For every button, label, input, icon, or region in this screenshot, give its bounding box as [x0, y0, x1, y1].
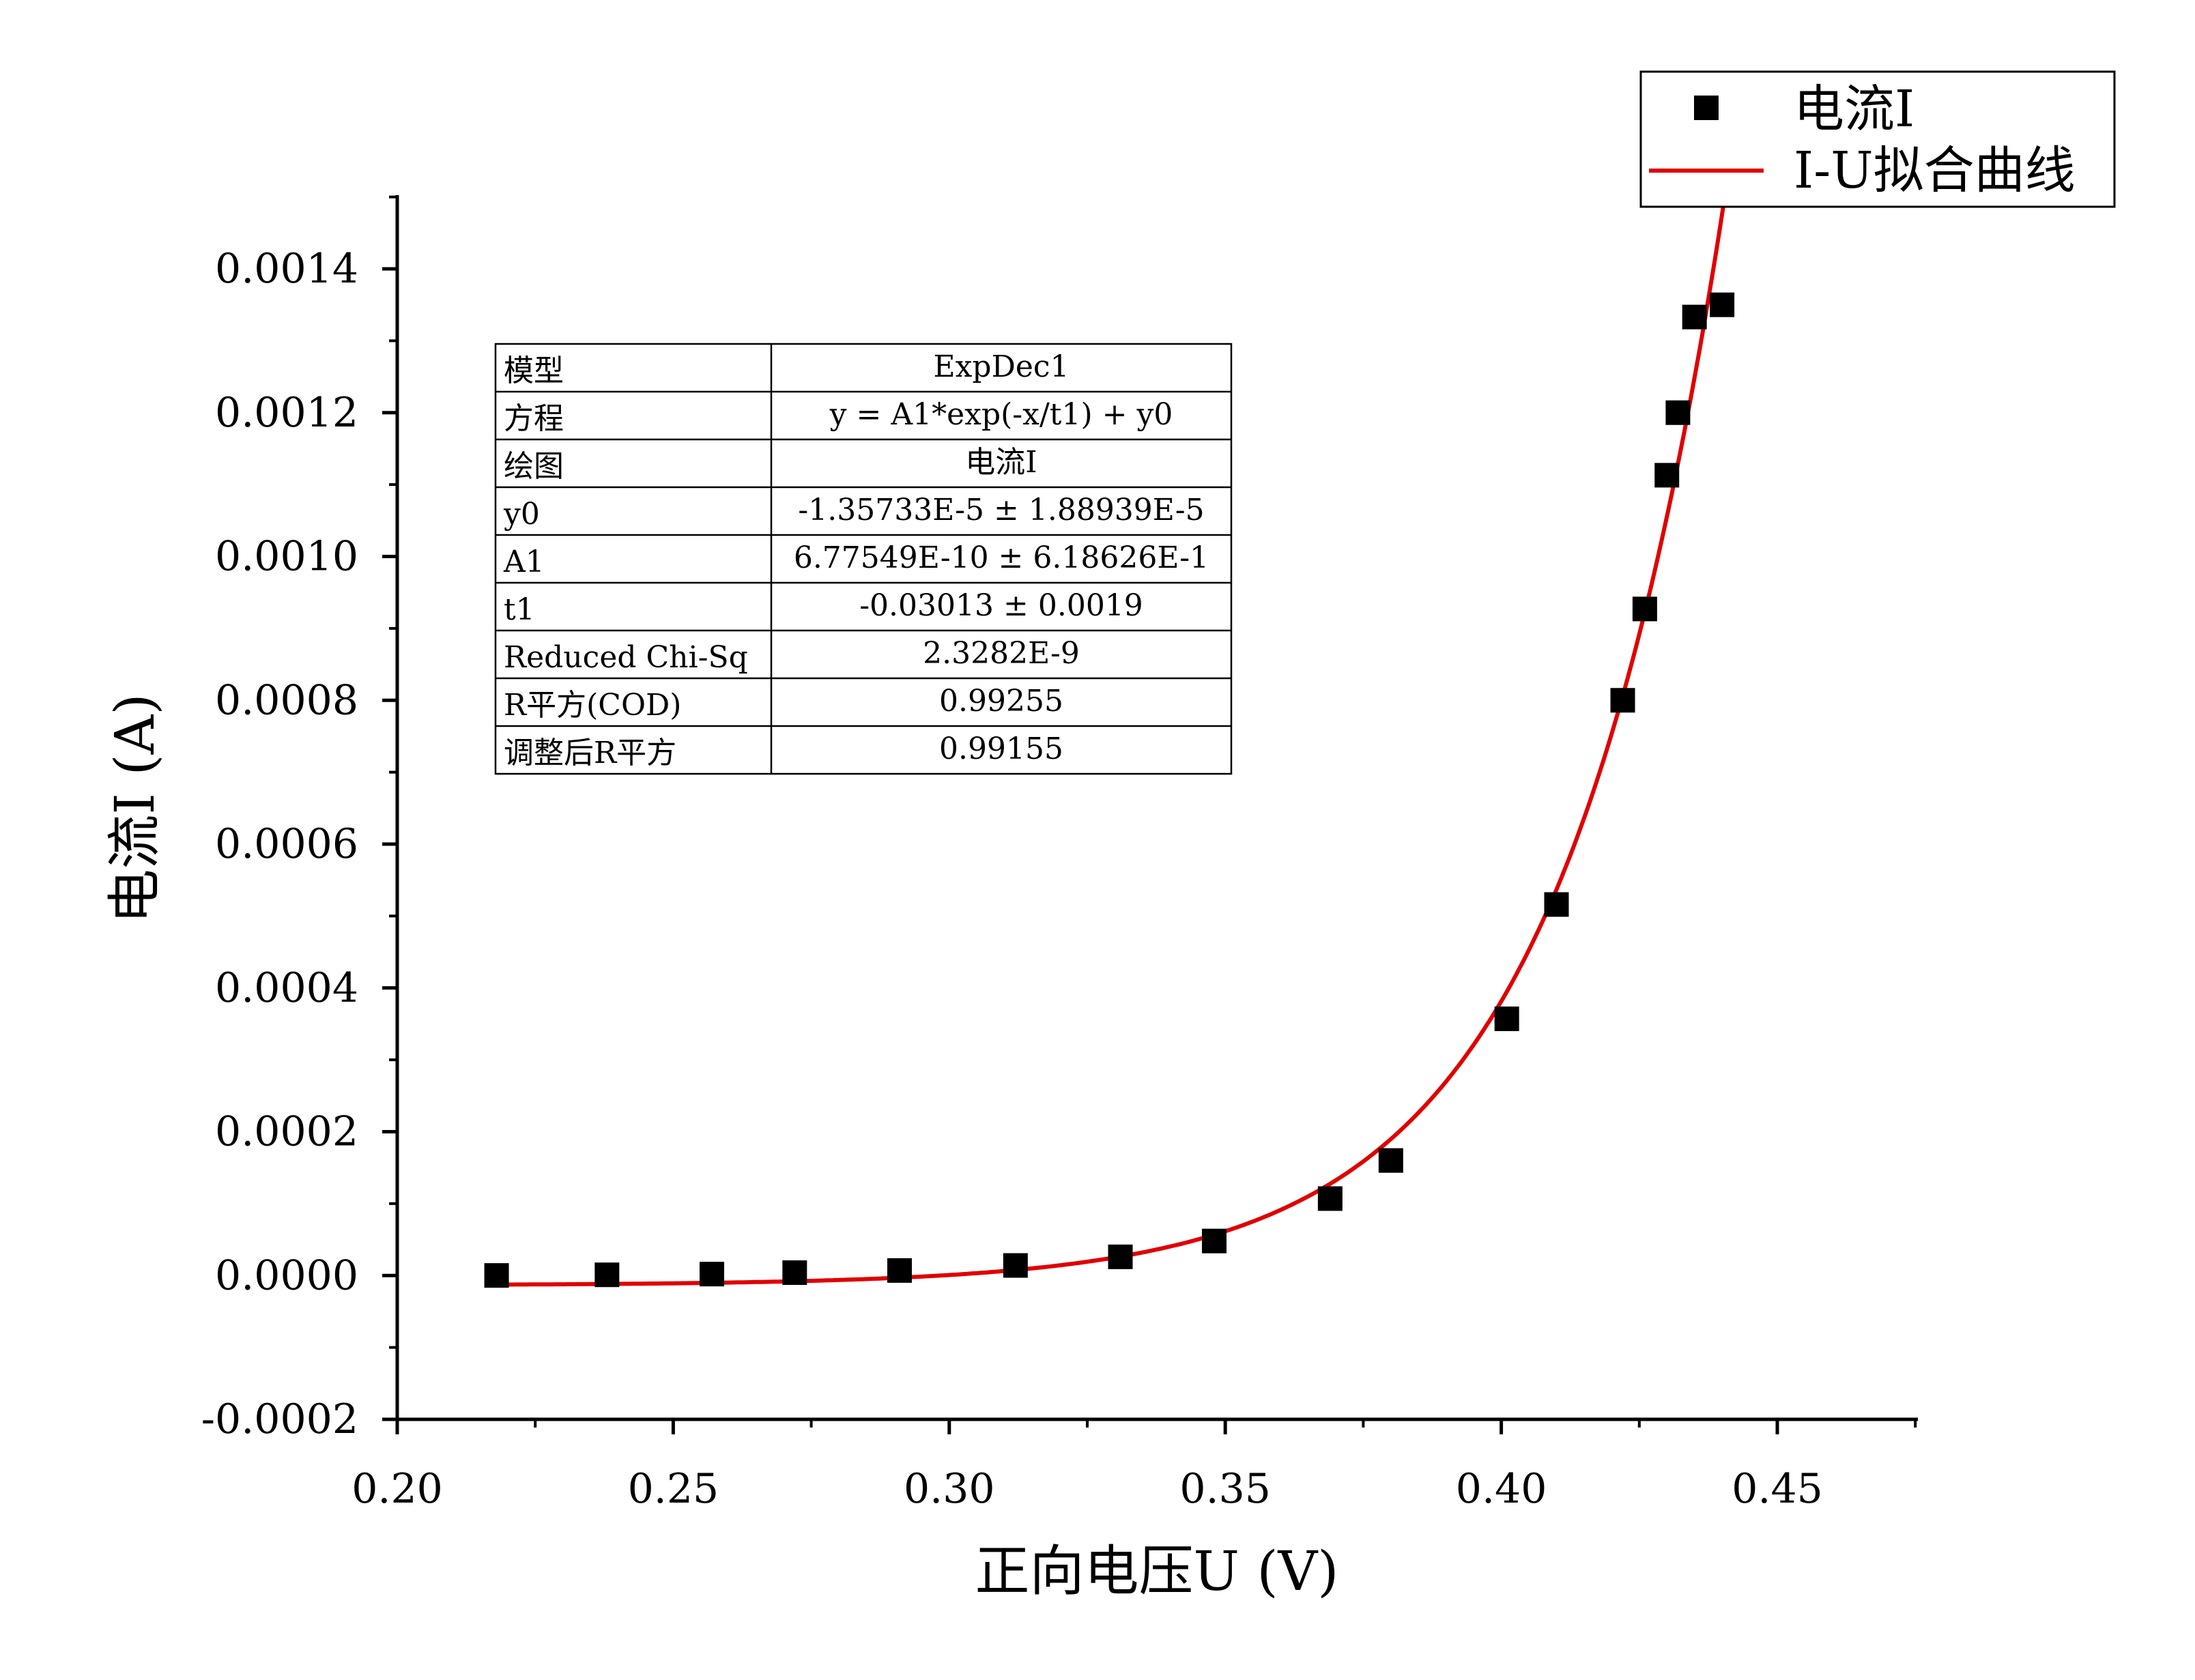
fit-results-table: 模型 ExpDec1 方程 y = A1*exp(-x/t1) + y0 绘图 电流I y0… [494, 343, 1233, 775]
data-point [1654, 463, 1680, 488]
y-tick-label: 0.0014 [215, 245, 358, 293]
y-tick-label: 0.0008 [215, 676, 358, 724]
x-tick-label: 0.30 [904, 1465, 995, 1513]
table-row-label: 方程 [504, 401, 564, 436]
points-layer [484, 292, 1735, 1288]
table-row-value: -1.35733E-5 ± 1.88939E-5 [798, 493, 1204, 527]
x-tick-label: 0.20 [352, 1465, 443, 1513]
y-tick-label: 0.0012 [215, 389, 358, 437]
data-point [1003, 1253, 1028, 1278]
data-point [1202, 1228, 1227, 1254]
table-row-value: 2.3282E-9 [923, 636, 1080, 671]
legend-marker-square [1694, 96, 1719, 120]
legend-box [1639, 70, 2116, 208]
table-row-value: y = A1*exp(-x/t1) + y0 [829, 397, 1173, 432]
table-row-value: -0.03013 ± 0.0019 [859, 588, 1143, 623]
table-row-label: t1 [504, 592, 535, 627]
y-tick-label: 0.0010 [215, 533, 358, 581]
data-point [1494, 1006, 1519, 1032]
data-point [1378, 1148, 1403, 1173]
y-tick-label: 0.0000 [215, 1251, 358, 1299]
table-row-value: ExpDec1 [933, 349, 1069, 384]
data-point [1665, 400, 1691, 425]
table-row-value: 0.99255 [939, 684, 1063, 719]
y-tick-label: -0.0002 [201, 1395, 358, 1443]
data-point [1108, 1244, 1133, 1269]
axes: -0.0002 0.0000 0.0002 0.0004 0.0006 0.0008 0.0… [103, 195, 1918, 1603]
table-row-label: 模型 [504, 353, 564, 388]
table-row-label: R平方(COD) [504, 688, 681, 723]
data-point [782, 1260, 807, 1286]
table-row-value: 0.99155 [939, 732, 1063, 766]
y-tick-label: 0.0004 [215, 964, 358, 1012]
legend-label-points: 电流I [1794, 80, 1914, 139]
table-row-label: Reduced Chi-Sq [504, 640, 748, 675]
y-axis-title: 电流I (A) [103, 693, 167, 923]
y-tick-label: 0.0002 [215, 1108, 358, 1156]
x-tick-label: 0.35 [1179, 1465, 1271, 1513]
table-row-value: 6.77549E-10 ± 6.18626E-1 [794, 540, 1209, 575]
data-point [594, 1262, 620, 1288]
data-point [1682, 304, 1707, 330]
y-tick-label: 0.0006 [215, 820, 358, 868]
table-row-label: A1 [503, 545, 545, 579]
x-tick-label: 0.40 [1456, 1465, 1547, 1513]
data-point [1544, 892, 1569, 917]
table-row-label: y0 [503, 497, 540, 532]
data-point [887, 1258, 913, 1283]
legend-label-fit: I-U拟合曲线 [1794, 141, 2076, 200]
table-border [494, 343, 1233, 775]
data-point [1317, 1186, 1343, 1211]
table-row-label: 调整后R平方 [504, 736, 676, 770]
table-row-label: 绘图 [504, 449, 564, 484]
data-point [484, 1263, 509, 1288]
x-axis-title: 正向电压U (V) [975, 1539, 1338, 1603]
table-row-value: 电流I [965, 445, 1037, 480]
data-point [1610, 688, 1635, 713]
data-point [1632, 596, 1657, 622]
data-point [1710, 292, 1735, 317]
x-tick-label: 0.25 [628, 1465, 719, 1513]
x-tick-label: 0.45 [1732, 1465, 1823, 1513]
data-point [700, 1262, 725, 1287]
